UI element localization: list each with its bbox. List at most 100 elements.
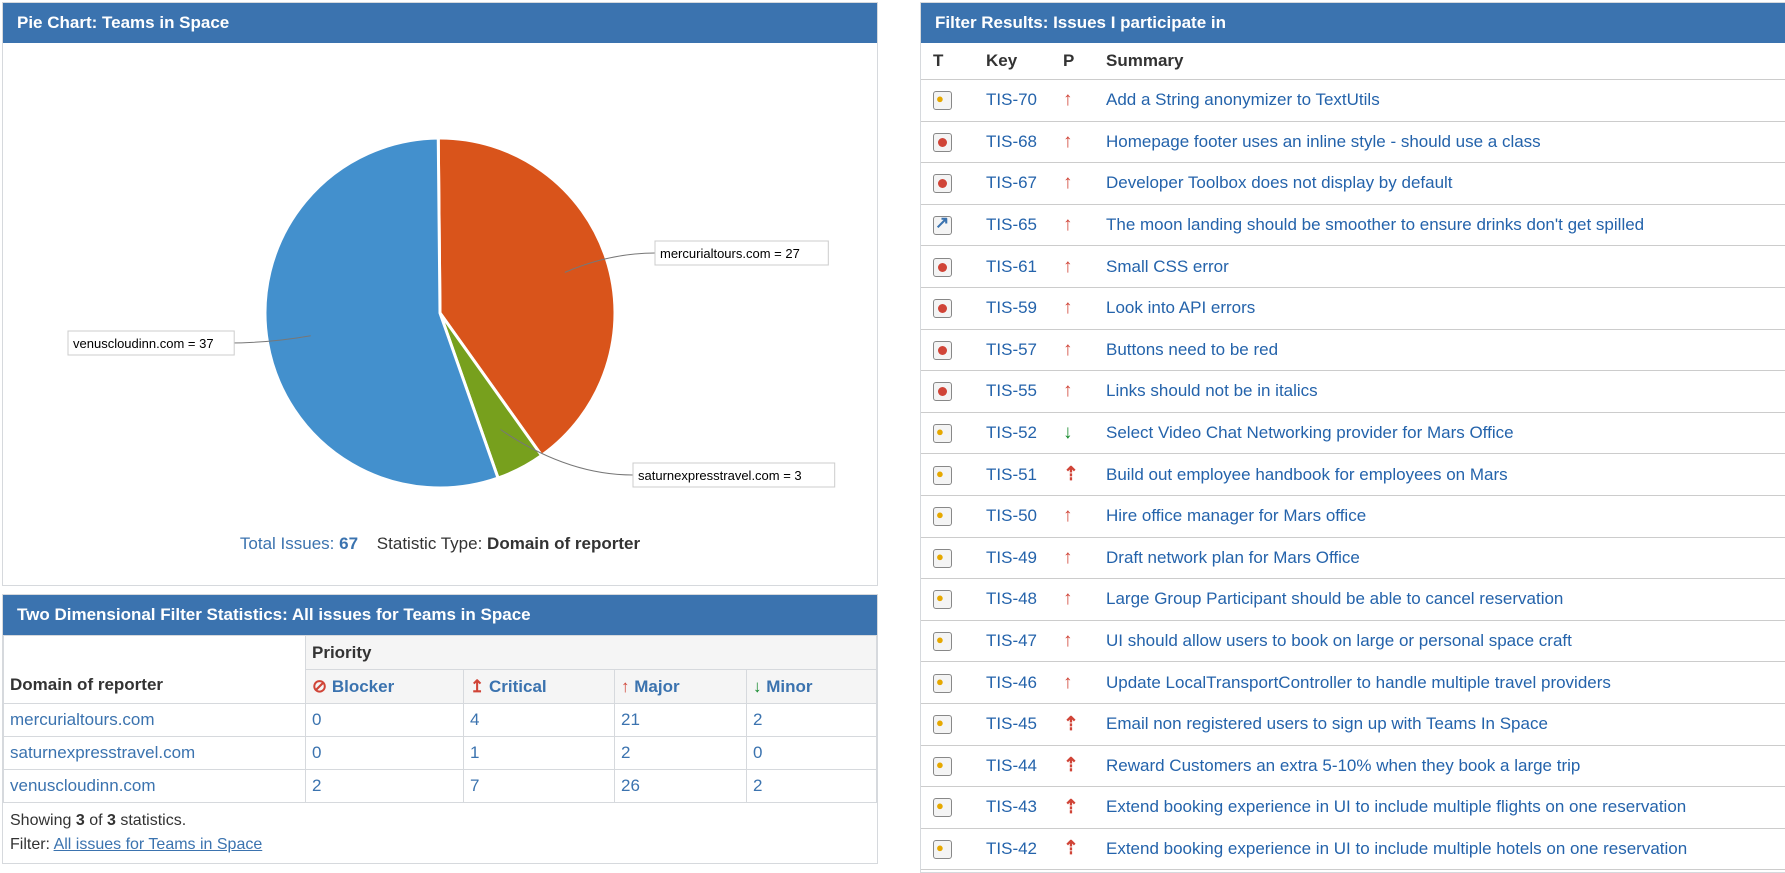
major-arrow-up-icon[interactable]: ↑ xyxy=(1063,546,1073,568)
lightbulb-icon[interactable]: ● xyxy=(933,673,952,693)
major-arrow-up-icon[interactable]: ↑ xyxy=(1063,89,1073,111)
stat-cell[interactable]: 2 xyxy=(305,769,464,803)
major-arrow-up-icon[interactable]: ↑ xyxy=(1063,338,1073,360)
issue-summary-link[interactable]: UI should allow users to book on large o… xyxy=(1106,620,1785,663)
col-key-header[interactable]: Key xyxy=(986,43,1063,80)
total-issues-value[interactable]: 67 xyxy=(339,534,359,553)
col-priority-header[interactable]: P xyxy=(1063,43,1106,80)
lightbulb-icon[interactable]: ● xyxy=(933,465,952,485)
issue-key-link[interactable]: TIS-52 xyxy=(986,412,1063,455)
major-arrow-up-icon[interactable]: ↑ xyxy=(1063,255,1073,277)
domain-link[interactable]: venuscloudinn.com xyxy=(3,769,306,803)
issue-summary-link[interactable]: Links should not be in italics xyxy=(1106,370,1785,413)
stat-cell[interactable]: 2 xyxy=(746,703,877,737)
issue-summary-link[interactable]: Reward Customers an extra 5-10% when the… xyxy=(1106,745,1785,788)
bug-icon[interactable] xyxy=(933,340,952,360)
lightbulb-icon[interactable]: ● xyxy=(933,798,952,818)
issue-summary-link[interactable]: Draft network plan for Mars Office xyxy=(1106,537,1785,580)
issue-summary-link[interactable]: Add a String anonymizer to TextUtils xyxy=(1106,79,1785,122)
issue-key-link[interactable]: TIS-67 xyxy=(986,162,1063,205)
lightbulb-icon[interactable]: ● xyxy=(933,839,952,859)
issue-key-link[interactable]: TIS-61 xyxy=(986,245,1063,288)
filter-link[interactable]: All issues for Teams in Space xyxy=(53,836,263,853)
stat-cell[interactable]: 0 xyxy=(305,736,464,770)
lightbulb-icon[interactable]: ● xyxy=(933,548,952,568)
issue-key-link[interactable]: TIS-68 xyxy=(986,121,1063,164)
minor-arrow-down-icon[interactable]: ↓ xyxy=(1063,422,1073,444)
lightbulb-icon[interactable]: ● xyxy=(933,91,952,111)
col-major[interactable]: ↑ Major xyxy=(614,669,747,704)
major-arrow-up-icon[interactable]: ↑ xyxy=(1063,172,1073,194)
issue-summary-link[interactable]: Large Group Participant should be able t… xyxy=(1106,578,1785,621)
issue-summary-link[interactable]: The moon landing should be smoother to e… xyxy=(1106,204,1785,247)
bug-icon[interactable] xyxy=(933,299,952,319)
issue-key-link[interactable]: TIS-59 xyxy=(986,287,1063,330)
issue-summary-link[interactable]: Hire office manager for Mars office xyxy=(1106,495,1785,538)
critical-arrow-up-icon[interactable]: ⇡ xyxy=(1063,464,1079,486)
bug-icon[interactable] xyxy=(933,257,952,277)
issue-key-link[interactable]: TIS-70 xyxy=(986,79,1063,122)
issue-key-link[interactable]: TIS-46 xyxy=(986,661,1063,704)
major-arrow-up-icon[interactable]: ↑ xyxy=(1063,630,1073,652)
major-arrow-up-icon[interactable]: ↑ xyxy=(1063,214,1073,236)
issue-key-link[interactable]: TIS-48 xyxy=(986,578,1063,621)
issue-key-link[interactable]: TIS-42 xyxy=(986,828,1063,871)
major-arrow-up-icon[interactable]: ↑ xyxy=(1063,505,1073,527)
issue-summary-link[interactable]: Homepage footer uses an inline style - s… xyxy=(1106,121,1785,164)
col-blocker[interactable]: ⊘ Blocker xyxy=(305,669,464,704)
issue-key-link[interactable]: TIS-55 xyxy=(986,370,1063,413)
issue-summary-link[interactable]: Extend booking experience in UI to inclu… xyxy=(1106,786,1785,829)
lightbulb-icon[interactable]: ● xyxy=(933,424,952,444)
lightbulb-icon[interactable]: ● xyxy=(933,507,952,527)
critical-arrow-up-icon[interactable]: ⇡ xyxy=(1063,796,1079,818)
critical-arrow-up-icon[interactable]: ⇡ xyxy=(1063,755,1079,777)
pie-slice[interactable] xyxy=(263,136,500,490)
major-arrow-up-icon[interactable]: ↑ xyxy=(1063,588,1073,610)
bug-icon[interactable] xyxy=(933,382,952,402)
lightbulb-icon[interactable]: ● xyxy=(933,756,952,776)
col-type-header[interactable]: T xyxy=(921,43,986,80)
major-arrow-up-icon[interactable]: ↑ xyxy=(1063,380,1073,402)
issue-summary-link[interactable]: Build out employee handbook for employee… xyxy=(1106,453,1785,496)
stat-cell[interactable]: 1 xyxy=(463,736,615,770)
stat-cell[interactable]: 2 xyxy=(746,769,877,803)
issue-key-link[interactable]: TIS-44 xyxy=(986,745,1063,788)
lightbulb-icon[interactable]: ● xyxy=(933,632,952,652)
stat-cell[interactable]: 26 xyxy=(614,769,747,803)
lightbulb-icon[interactable]: ● xyxy=(933,715,952,735)
issue-summary-link[interactable]: Developer Toolbox does not display by de… xyxy=(1106,162,1785,205)
improvement-icon[interactable]: ↗ xyxy=(933,213,952,236)
issue-summary-link[interactable]: Extend booking experience in UI to inclu… xyxy=(1106,828,1785,871)
issue-key-link[interactable]: TIS-50 xyxy=(986,495,1063,538)
major-arrow-up-icon[interactable]: ↑ xyxy=(1063,671,1073,693)
issue-key-link[interactable]: TIS-43 xyxy=(986,786,1063,829)
stat-cell[interactable]: 0 xyxy=(305,703,464,737)
issue-summary-link[interactable]: Email non registered users to sign up wi… xyxy=(1106,703,1785,746)
issue-summary-link[interactable]: Look into API errors xyxy=(1106,287,1785,330)
critical-arrow-up-icon[interactable]: ⇡ xyxy=(1063,713,1079,735)
domain-link[interactable]: saturnexpresstravel.com xyxy=(3,736,306,770)
bug-icon[interactable] xyxy=(933,174,952,194)
issue-key-link[interactable]: TIS-47 xyxy=(986,620,1063,663)
issue-key-link[interactable]: TIS-45 xyxy=(986,703,1063,746)
stat-cell[interactable]: 7 xyxy=(463,769,615,803)
issue-key-link[interactable]: TIS-49 xyxy=(986,537,1063,580)
col-critical[interactable]: ↥ Critical xyxy=(463,669,615,704)
major-arrow-up-icon[interactable]: ↑ xyxy=(1063,297,1073,319)
stat-cell[interactable]: 0 xyxy=(746,736,877,770)
stat-cell[interactable]: 4 xyxy=(463,703,615,737)
issue-summary-link[interactable]: Update LocalTransportController to handl… xyxy=(1106,661,1785,704)
domain-link[interactable]: mercurialtours.com xyxy=(3,703,306,737)
issue-key-link[interactable]: TIS-51 xyxy=(986,453,1063,496)
issue-key-link[interactable]: TIS-57 xyxy=(986,329,1063,372)
issue-summary-link[interactable]: Select Video Chat Networking provider fo… xyxy=(1106,412,1785,455)
major-arrow-up-icon[interactable]: ↑ xyxy=(1063,130,1073,152)
stat-cell[interactable]: 21 xyxy=(614,703,747,737)
col-summary-header[interactable]: Summary xyxy=(1106,43,1785,80)
bug-icon[interactable] xyxy=(933,132,952,152)
issue-key-link[interactable]: TIS-65 xyxy=(986,204,1063,247)
col-minor[interactable]: ↓ Minor xyxy=(746,669,877,704)
critical-arrow-up-icon[interactable]: ⇡ xyxy=(1063,838,1079,860)
stat-cell[interactable]: 2 xyxy=(614,736,747,770)
issue-summary-link[interactable]: Small CSS error xyxy=(1106,245,1785,288)
